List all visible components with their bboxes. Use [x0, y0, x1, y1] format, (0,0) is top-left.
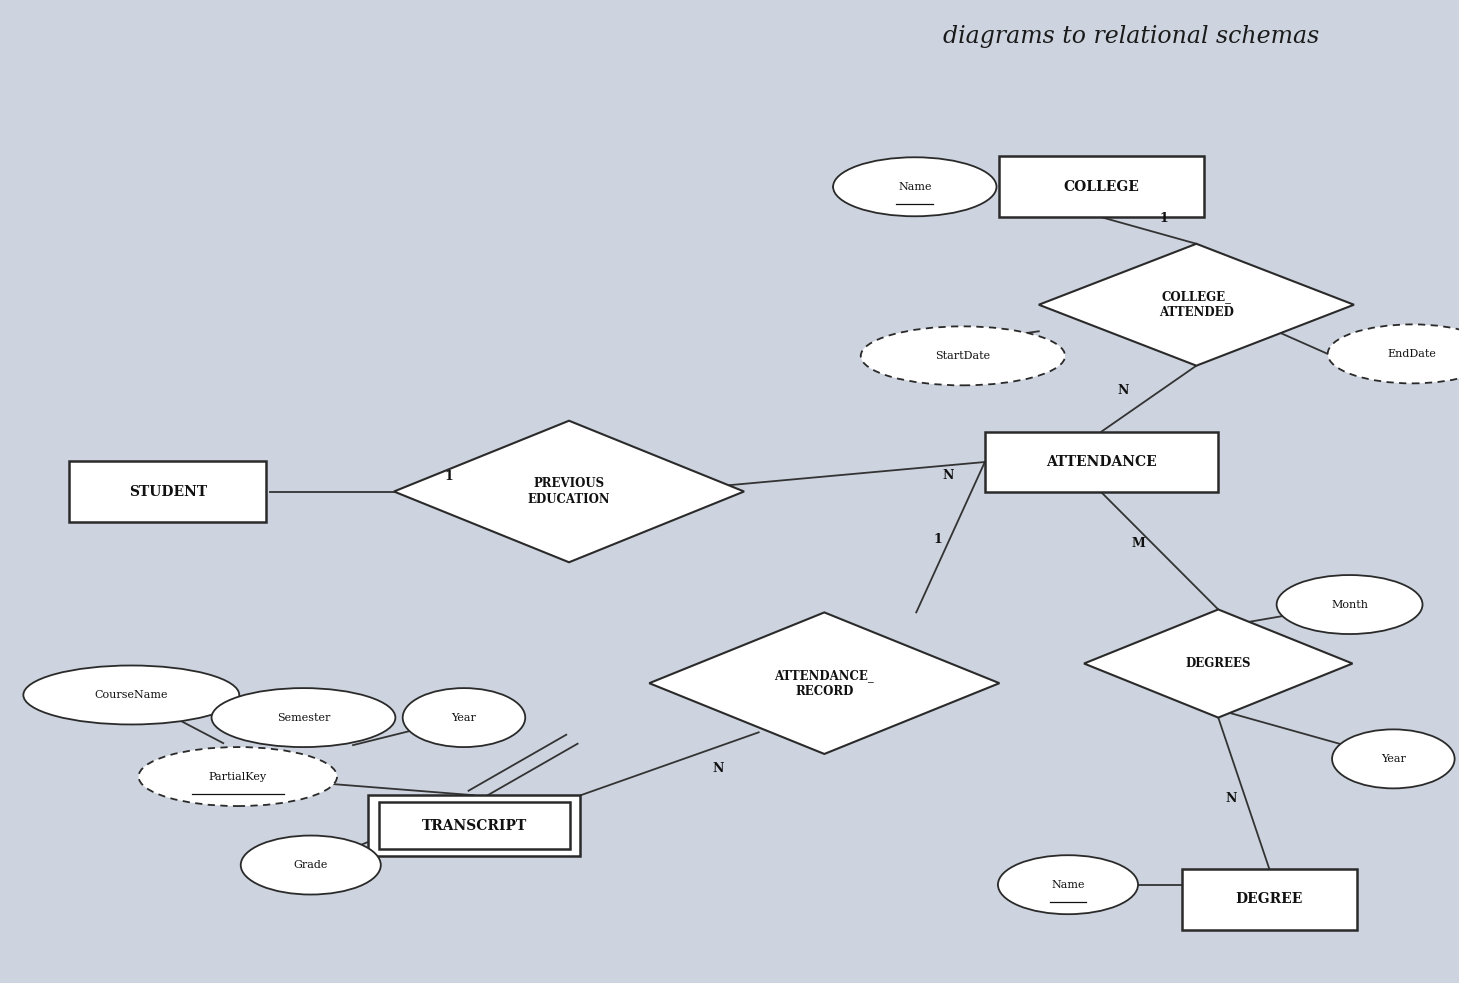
Ellipse shape [833, 157, 996, 216]
Text: CourseName: CourseName [95, 690, 168, 700]
Text: Semester: Semester [277, 713, 330, 723]
Text: PartialKey: PartialKey [209, 772, 267, 781]
Text: 1: 1 [934, 533, 943, 547]
Text: N: N [1118, 383, 1129, 397]
Ellipse shape [998, 855, 1138, 914]
Text: 1: 1 [1160, 211, 1169, 225]
Ellipse shape [212, 688, 395, 747]
Text: diagrams to relational schemas: diagrams to relational schemas [943, 25, 1319, 48]
Text: COLLEGE: COLLEGE [1064, 180, 1139, 194]
Ellipse shape [1277, 575, 1423, 634]
Text: Year: Year [1380, 754, 1406, 764]
Text: Year: Year [451, 713, 477, 723]
Text: EndDate: EndDate [1388, 349, 1437, 359]
Text: STUDENT: STUDENT [128, 485, 207, 498]
Ellipse shape [139, 747, 337, 806]
Text: DEGREES: DEGREES [1186, 657, 1250, 670]
Polygon shape [394, 421, 744, 562]
FancyBboxPatch shape [985, 432, 1218, 492]
FancyBboxPatch shape [70, 461, 266, 522]
Polygon shape [1084, 609, 1352, 718]
Polygon shape [649, 612, 999, 754]
Text: DEGREE: DEGREE [1236, 893, 1303, 906]
Ellipse shape [1332, 729, 1455, 788]
Text: Month: Month [1331, 600, 1369, 609]
Text: Name: Name [1052, 880, 1084, 890]
FancyBboxPatch shape [378, 802, 569, 849]
Ellipse shape [23, 665, 239, 724]
Text: N: N [712, 762, 724, 776]
Ellipse shape [1328, 324, 1459, 383]
Text: Grade: Grade [293, 860, 328, 870]
FancyBboxPatch shape [1182, 869, 1357, 930]
Text: 1: 1 [445, 470, 454, 484]
FancyBboxPatch shape [368, 795, 579, 856]
Text: M: M [1131, 537, 1145, 550]
Text: COLLEGE_
ATTENDED: COLLEGE_ ATTENDED [1158, 290, 1234, 319]
Text: N: N [943, 469, 954, 483]
Polygon shape [1039, 244, 1354, 366]
Ellipse shape [861, 326, 1065, 385]
Ellipse shape [241, 836, 381, 895]
FancyBboxPatch shape [999, 156, 1204, 217]
Text: N: N [1226, 791, 1237, 805]
Text: StartDate: StartDate [935, 351, 991, 361]
Text: PREVIOUS
EDUCATION: PREVIOUS EDUCATION [528, 477, 610, 506]
Text: ATTENDANCE_
RECORD: ATTENDANCE_ RECORD [775, 668, 874, 698]
Ellipse shape [403, 688, 525, 747]
Text: Name: Name [899, 182, 931, 192]
Text: TRANSCRIPT: TRANSCRIPT [422, 819, 527, 833]
Text: ATTENDANCE: ATTENDANCE [1046, 455, 1157, 469]
